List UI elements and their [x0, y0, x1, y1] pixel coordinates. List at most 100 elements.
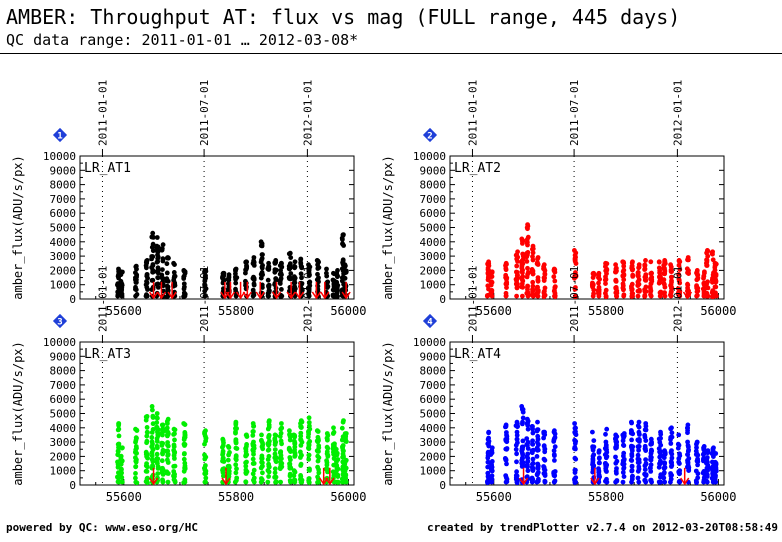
data-point — [250, 276, 256, 281]
data-point — [685, 443, 691, 448]
data-point — [676, 290, 681, 296]
data-point — [643, 457, 648, 462]
data-point — [676, 470, 682, 475]
data-point — [596, 468, 602, 473]
data-point — [243, 432, 249, 438]
x-tick-label: 56000 — [700, 490, 736, 504]
data-point — [542, 479, 548, 484]
x-tick-label: 56000 — [330, 304, 366, 318]
data-point — [315, 258, 320, 264]
data-point — [486, 261, 492, 266]
data-point — [116, 441, 122, 447]
data-point — [225, 457, 231, 463]
limit-marker-arrow — [518, 477, 529, 486]
data-point — [551, 268, 557, 274]
data-point — [643, 284, 649, 290]
data-point — [504, 446, 510, 452]
data-point — [273, 276, 279, 281]
data-point — [669, 434, 675, 440]
data-point — [160, 426, 166, 432]
data-point — [621, 286, 626, 292]
data-point — [343, 434, 349, 439]
data-point — [182, 477, 188, 483]
data-point — [154, 451, 160, 457]
data-point — [340, 258, 346, 264]
data-point — [657, 270, 662, 276]
data-point — [335, 479, 341, 485]
data-point — [306, 446, 312, 452]
data-point — [647, 465, 653, 471]
data-point — [524, 259, 530, 264]
data-point — [288, 457, 293, 463]
data-point — [636, 265, 641, 271]
data-point — [306, 456, 312, 462]
data-point — [542, 449, 548, 455]
data-point — [260, 470, 265, 476]
data-point — [573, 467, 578, 473]
data-point — [233, 280, 239, 286]
data-point — [685, 439, 690, 445]
data-point — [669, 472, 674, 478]
data-point — [604, 266, 610, 272]
data-point — [244, 444, 249, 449]
data-point — [165, 457, 170, 463]
data-point — [551, 429, 557, 435]
data-point — [551, 448, 557, 454]
data-point — [243, 460, 249, 466]
y-tick-label: 9000 — [420, 164, 447, 177]
data-point — [535, 289, 541, 295]
limit-marker-arrow — [255, 291, 265, 300]
x-tick-label: 55600 — [106, 304, 142, 318]
data-point — [259, 432, 264, 438]
data-point — [116, 433, 122, 439]
data-point — [251, 281, 257, 287]
data-point — [662, 465, 668, 470]
data-point — [202, 467, 208, 473]
data-point — [343, 466, 348, 471]
data-point — [233, 267, 238, 273]
data-point — [172, 431, 177, 437]
data-point — [144, 292, 149, 298]
data-point — [676, 432, 682, 438]
data-point — [292, 265, 297, 271]
badge-number: 1 — [57, 132, 62, 142]
data-point — [590, 429, 595, 435]
data-point — [613, 439, 619, 444]
data-point — [155, 466, 161, 471]
data-point — [315, 436, 321, 442]
data-point — [642, 446, 648, 452]
data-point — [628, 457, 634, 463]
scatter-series — [115, 230, 349, 299]
data-point — [286, 251, 292, 257]
y-tick-label: 6000 — [420, 207, 447, 220]
data-point — [155, 275, 161, 281]
data-point — [620, 470, 626, 475]
data-point — [694, 451, 700, 457]
panel-number-badge: 1 — [52, 127, 68, 143]
data-point — [629, 453, 635, 459]
data-point — [701, 285, 707, 291]
data-point — [642, 267, 647, 272]
data-point — [520, 251, 526, 257]
data-point — [149, 435, 155, 440]
badge-diamond — [422, 313, 438, 329]
data-point — [259, 459, 264, 465]
data-point — [629, 443, 634, 449]
data-point — [552, 478, 558, 484]
data-point — [621, 292, 627, 298]
data-point — [534, 445, 540, 451]
data-point — [686, 257, 691, 263]
y-tick-label: 0 — [69, 479, 76, 492]
data-point — [144, 461, 150, 466]
data-point — [590, 271, 596, 277]
y-tick-label: 0 — [439, 479, 446, 492]
data-point — [266, 264, 272, 269]
data-point — [629, 285, 634, 291]
data-point — [251, 439, 256, 445]
limit-marker — [286, 281, 296, 300]
data-point — [118, 470, 124, 476]
data-point — [542, 432, 548, 438]
data-point — [307, 272, 312, 278]
limit-marker-arrow — [311, 291, 322, 300]
y-axis-label: amber_flux(ADU/s/px) — [381, 341, 395, 486]
